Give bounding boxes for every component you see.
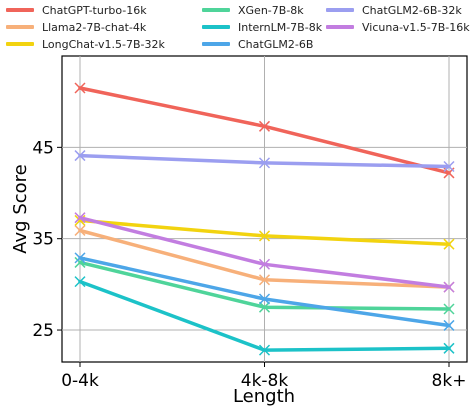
legend-swatch xyxy=(6,42,34,46)
legend-item: ChatGPT-turbo-16k xyxy=(6,2,147,18)
series-group xyxy=(74,82,455,356)
x-tick-label: 0-4k xyxy=(61,371,99,391)
marker-stroke xyxy=(258,274,271,286)
marker-stroke xyxy=(258,293,271,305)
data-point-marker xyxy=(443,238,455,250)
data-point-marker xyxy=(258,157,271,169)
marker-stroke xyxy=(74,150,86,162)
data-point-marker xyxy=(74,276,86,288)
marker-stroke xyxy=(258,258,271,270)
legend-item: Vicuna-v1.5-7B-16k xyxy=(326,19,470,35)
legend-label: Llama2-7B-chat-4k xyxy=(42,20,147,34)
data-point-marker xyxy=(258,274,271,286)
data-point-marker xyxy=(443,319,455,331)
legend-item: InternLM-7B-8k xyxy=(202,19,322,35)
marker-stroke xyxy=(74,276,86,288)
legend-swatch xyxy=(202,8,230,12)
y-tick-label: 45 xyxy=(32,138,54,158)
data-point-marker xyxy=(74,252,86,264)
data-point-marker xyxy=(74,82,86,94)
x-axis-label: Length xyxy=(233,386,295,407)
data-point-marker xyxy=(74,212,86,224)
data-point-marker xyxy=(258,258,271,270)
legend-label: LongChat-v1.5-7B-32k xyxy=(42,37,165,51)
data-point-marker xyxy=(443,281,455,293)
legend-label: Vicuna-v1.5-7B-16k xyxy=(362,20,470,34)
legend-swatch xyxy=(6,25,34,29)
legend-swatch xyxy=(6,8,34,12)
marker-stroke xyxy=(74,212,86,224)
data-point-marker xyxy=(258,344,271,356)
data-point-marker xyxy=(258,120,271,132)
grid-lines xyxy=(62,56,467,362)
data-point-marker xyxy=(443,342,455,354)
marker-stroke xyxy=(443,238,455,250)
legend-label: ChatGPT-turbo-16k xyxy=(42,3,147,17)
marker-stroke xyxy=(74,224,86,236)
legend-item: XGen-7B-8k xyxy=(202,2,304,18)
marker-stroke xyxy=(258,120,271,132)
y-tick-label: 35 xyxy=(32,230,54,250)
legend-swatch xyxy=(202,25,230,29)
data-point-marker xyxy=(258,230,271,242)
legend-item: ChatGLM2-6B-32k xyxy=(326,2,462,18)
marker-stroke xyxy=(443,303,455,315)
legend-label: XGen-7B-8k xyxy=(238,3,304,17)
chart-legend: ChatGPT-turbo-16k Llama2-7B-chat-4k LongCh… xyxy=(6,2,470,54)
y-axis-label: Avg Score xyxy=(10,164,31,253)
legend-label: ChatGLM2-6B-32k xyxy=(362,3,462,17)
marker-stroke xyxy=(258,230,271,242)
data-point-marker xyxy=(258,293,271,305)
x-tick-label: 4k-8k xyxy=(241,371,289,391)
legend-swatch xyxy=(326,25,354,29)
axis-ticks: 0-4k 4k-8k 8k+ 25 35 45 xyxy=(32,138,466,391)
data-point-marker xyxy=(443,160,455,173)
marker-stroke xyxy=(258,344,271,356)
legend-swatch xyxy=(202,42,230,46)
data-point-marker xyxy=(74,224,86,236)
y-tick-label: 25 xyxy=(32,321,54,341)
legend-item: LongChat-v1.5-7B-32k xyxy=(6,36,165,52)
legend-swatch xyxy=(326,8,354,12)
legend-label: InternLM-7B-8k xyxy=(238,20,323,34)
marker-stroke xyxy=(443,160,455,173)
marker-stroke xyxy=(74,82,86,94)
data-point-marker xyxy=(443,303,455,315)
legend-item: Llama2-7B-chat-4k xyxy=(6,19,146,35)
x-tick-label: 8k+ xyxy=(432,371,467,391)
data-point-marker xyxy=(74,150,86,162)
legend-label: ChatGLM2-6B xyxy=(238,37,314,51)
marker-stroke xyxy=(74,252,86,264)
marker-stroke xyxy=(443,281,455,293)
marker-stroke xyxy=(443,319,455,331)
marker-stroke xyxy=(443,342,455,354)
data-point-marker xyxy=(258,301,271,313)
marker-stroke xyxy=(258,157,271,169)
legend-item: ChatGLM2-6B xyxy=(202,36,313,52)
marker-stroke xyxy=(258,301,271,313)
